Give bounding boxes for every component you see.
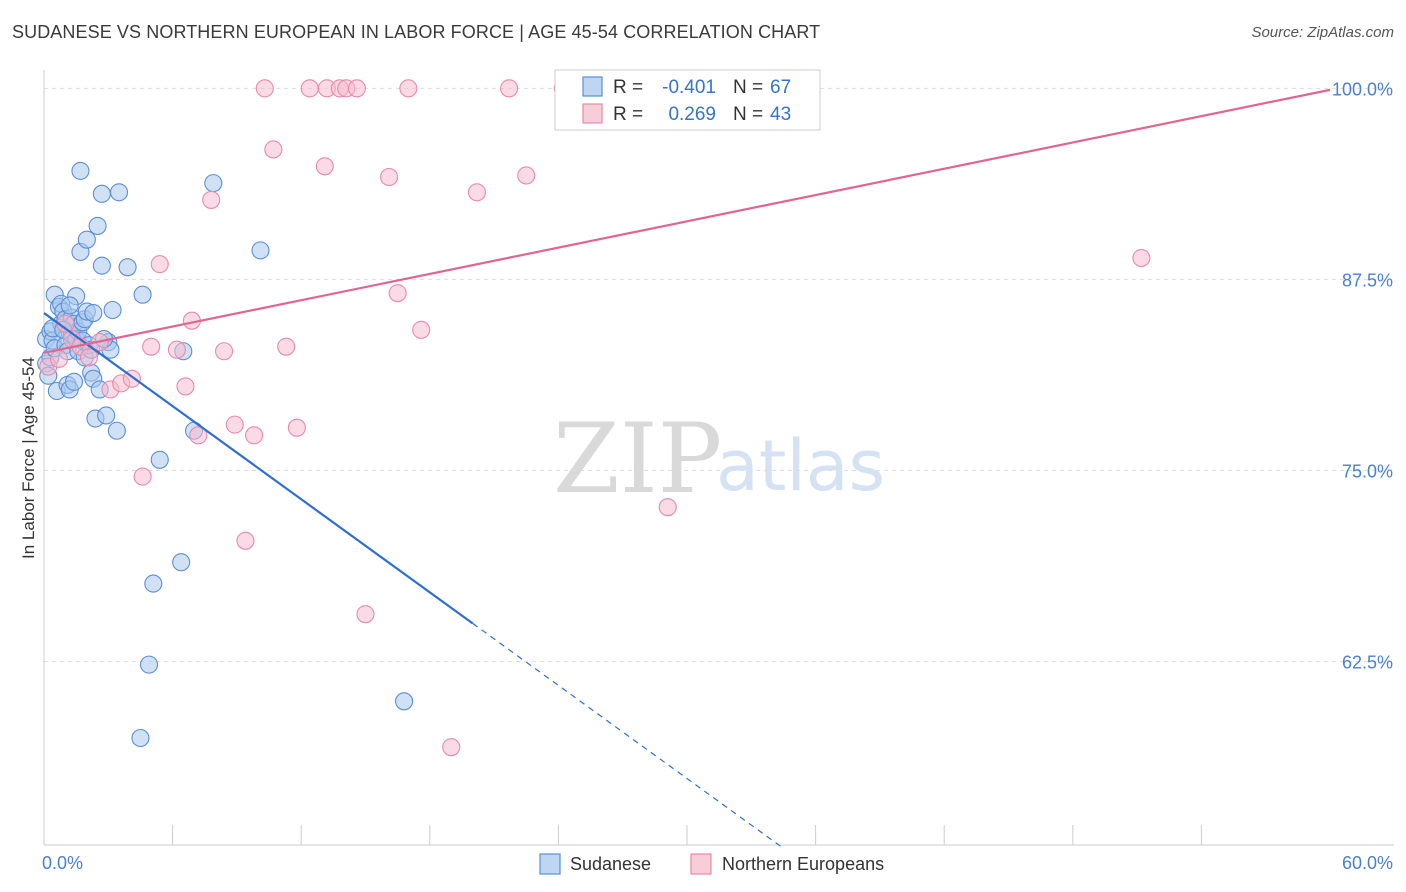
sudanese-point-60	[204, 174, 223, 193]
y-axis-label: In Labor Force | Age 45-54	[19, 357, 38, 559]
northern-point-40	[517, 166, 536, 185]
northern-point-32	[356, 605, 375, 624]
stats-r-label-1: R =	[613, 77, 643, 98]
northern-point-42	[658, 498, 677, 517]
x-tick-label-0: 0.0%	[42, 853, 83, 873]
northern-europeans-points	[39, 79, 1151, 757]
northern-point-14	[176, 377, 195, 396]
northern-point-43	[1132, 248, 1151, 268]
sudanese-trend-line	[43, 312, 474, 625]
northern-point-1	[49, 349, 69, 368]
northern-point-25	[287, 418, 306, 437]
northern-point-17	[202, 190, 221, 209]
sudanese-point-65	[60, 296, 79, 315]
sudanese-point-38	[84, 303, 103, 323]
northern-point-10	[133, 467, 152, 486]
stats-swatch-sudanese	[582, 76, 603, 97]
northern-point-23	[264, 140, 283, 159]
northern-point-12	[150, 255, 169, 274]
y-tick-label-1: 87.5%	[1342, 270, 1393, 290]
legend: Sudanese Northern Europeans	[539, 853, 884, 875]
sudanese-point-22	[64, 372, 84, 391]
northern-point-35	[399, 79, 418, 98]
northern-point-24	[277, 337, 296, 356]
source-credit: Source: ZipAtlas.com	[1251, 24, 1394, 41]
sudanese-point-62	[395, 692, 414, 711]
northern-point-31	[347, 79, 366, 98]
sudanese-point-28	[71, 161, 90, 180]
sudanese-trend-extension	[472, 622, 784, 849]
y-tick-label-3: 62.5%	[1342, 653, 1393, 673]
sudanese-point-54	[131, 728, 150, 748]
legend-swatch-northern	[690, 853, 712, 875]
sudanese-point-61	[251, 241, 270, 260]
sudanese-point-51	[118, 258, 137, 277]
sudanese-point-49	[107, 421, 126, 440]
northern-point-27	[315, 157, 334, 176]
chart-title: SUDANESE VS NORTHERN EUROPEAN IN LABOR F…	[12, 22, 821, 42]
northern-point-37	[442, 738, 461, 757]
northern-point-34	[388, 284, 407, 303]
northern-point-13	[167, 340, 186, 359]
sudanese-point-57	[172, 553, 191, 572]
northern-trend-line	[43, 88, 1331, 354]
sudanese-point-48	[103, 300, 122, 320]
sudanese-point-52	[133, 285, 152, 304]
y-tick-label-0: 100.0%	[1332, 79, 1393, 99]
x-tick-labels: 0.0% 60.0%	[42, 853, 1393, 873]
stats-n-label-2: N =	[733, 104, 763, 125]
stats-r-value-2: 0.269	[668, 104, 716, 125]
sudanese-point-53	[139, 655, 159, 674]
y-tick-labels: 100.0% 87.5% 75.0% 62.5%	[1332, 79, 1393, 672]
stats-r-label-2: R =	[613, 104, 643, 125]
northern-point-18	[214, 342, 234, 361]
sudanese-point-56	[150, 450, 169, 469]
watermark: ZIP atlas	[553, 403, 885, 515]
sudanese-point-45	[97, 406, 116, 425]
legend-label-northern: Northern Europeans	[722, 854, 884, 874]
northern-point-36	[412, 320, 431, 339]
northern-point-33	[380, 167, 399, 187]
northern-point-38	[467, 183, 487, 202]
sudanese-point-41	[88, 216, 107, 235]
legend-label-sudanese: Sudanese	[570, 854, 651, 874]
sudanese-point-55	[144, 574, 163, 593]
northern-point-21	[244, 426, 264, 445]
stats-n-value-2: 43	[770, 104, 791, 125]
sudanese-point-43	[92, 184, 111, 203]
axes	[43, 70, 1394, 846]
northern-point-19	[225, 415, 244, 434]
watermark-zip: ZIP	[553, 403, 722, 515]
sudanese-points	[37, 161, 414, 748]
trend-lines	[43, 88, 1331, 849]
stats-swatch-northern	[582, 103, 603, 124]
gridlines	[44, 87, 1394, 663]
sudanese-point-50	[109, 183, 129, 202]
northern-point-20	[236, 531, 255, 550]
northern-point-39	[500, 79, 519, 98]
legend-swatch-sudanese	[539, 853, 561, 875]
watermark-atlas: atlas	[716, 425, 885, 507]
sudanese-point-33	[77, 230, 96, 249]
x-tick-label-1: 60.0%	[1342, 853, 1393, 873]
northern-point-22	[255, 79, 274, 98]
sudanese-point-44	[92, 256, 111, 275]
stats-r-value-1: -0.401	[662, 77, 716, 98]
northern-point-16	[189, 426, 208, 445]
y-tick-label-2: 75.0%	[1342, 461, 1393, 481]
stats-n-label-1: N =	[733, 77, 763, 98]
northern-point-11	[142, 337, 161, 356]
stats-n-value-1: 67	[770, 77, 791, 98]
stats-box: R = -0.401 N = 67 R = 0.269 N = 43	[554, 69, 821, 131]
northern-point-5	[79, 348, 99, 367]
northern-point-26	[300, 79, 319, 98]
